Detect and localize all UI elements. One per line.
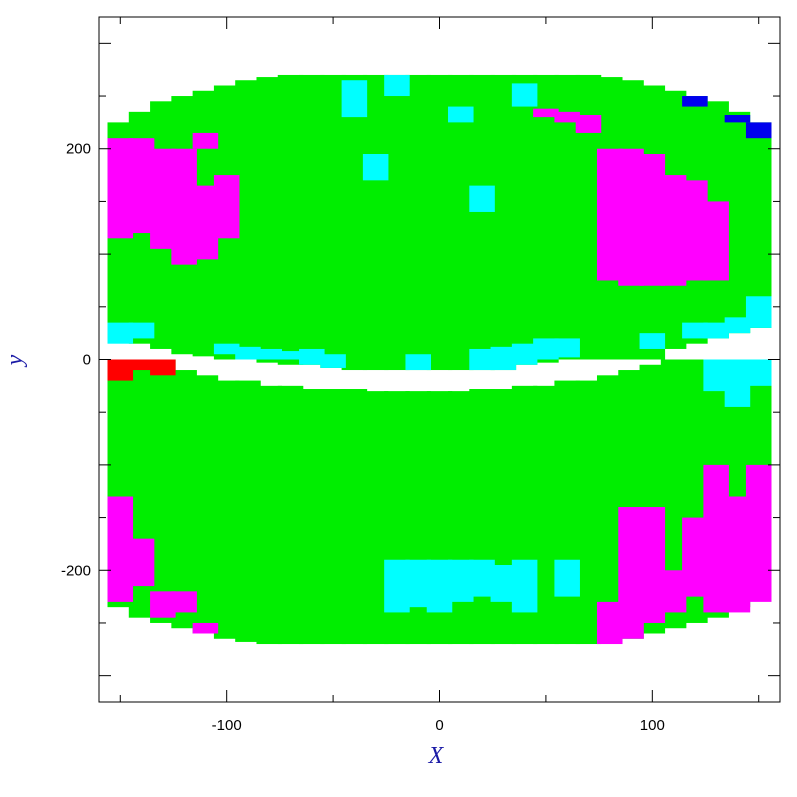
upper-column-bar bbox=[490, 74, 517, 371]
cyan-segment bbox=[745, 359, 772, 386]
cyan-segment bbox=[639, 333, 666, 349]
magenta-segment bbox=[575, 115, 602, 133]
blue-segment bbox=[745, 122, 772, 139]
cyan-segment bbox=[511, 83, 538, 107]
axis-ticks bbox=[99, 17, 780, 702]
cyan-segment bbox=[469, 185, 495, 212]
cyan-segment bbox=[107, 322, 134, 344]
cyan-segment bbox=[299, 348, 325, 365]
blue-segment bbox=[724, 115, 751, 123]
magenta-segment bbox=[554, 111, 580, 123]
cyan-segment bbox=[490, 346, 517, 371]
cyan-segment bbox=[745, 296, 772, 328]
upper-column-bar bbox=[745, 122, 772, 328]
x-tick-label: 0 bbox=[435, 717, 443, 734]
x-tick-label: 100 bbox=[640, 717, 665, 734]
cyan-segment bbox=[362, 154, 389, 181]
y-tick-label: 0 bbox=[83, 352, 91, 369]
cyan-segment bbox=[511, 343, 538, 365]
magenta-segment bbox=[128, 538, 155, 587]
cyan-segment bbox=[724, 317, 751, 334]
cyan-segment bbox=[128, 322, 155, 339]
blue-segment bbox=[682, 96, 708, 107]
cyan-segment bbox=[235, 346, 261, 360]
cyan-segment bbox=[341, 80, 368, 118]
magenta-segment bbox=[703, 201, 729, 281]
cyan-segment bbox=[213, 343, 240, 355]
cyan-segment bbox=[448, 106, 474, 123]
cyan-segment bbox=[405, 354, 431, 371]
magenta-segment bbox=[745, 464, 772, 602]
magenta-segment bbox=[213, 175, 240, 239]
y-tick-label: 200 bbox=[66, 141, 91, 158]
magenta-segment bbox=[171, 591, 197, 613]
red-segment bbox=[107, 359, 134, 381]
cyan-segment bbox=[682, 322, 708, 339]
cyan-segment bbox=[533, 338, 559, 360]
magenta-segment bbox=[192, 622, 219, 634]
column-bars bbox=[107, 74, 772, 645]
cyan-segment bbox=[384, 74, 410, 97]
y-tick-label: -200 bbox=[61, 562, 91, 579]
cyan-segment bbox=[490, 565, 517, 602]
cyan-segment bbox=[320, 354, 346, 368]
red-segment bbox=[128, 359, 155, 371]
cyan-segment bbox=[277, 351, 304, 360]
lower-column-bar bbox=[235, 380, 261, 642]
cyan-segment bbox=[703, 322, 729, 339]
magenta-segment bbox=[533, 108, 559, 118]
cyan-segment bbox=[554, 338, 580, 358]
red-segment bbox=[150, 359, 176, 376]
x-tick-label: -100 bbox=[212, 717, 242, 734]
cyan-segment bbox=[469, 348, 495, 371]
x-axis-title: X bbox=[428, 743, 445, 769]
cyan-segment bbox=[256, 348, 283, 360]
cyan-segment bbox=[511, 559, 538, 613]
color-segments bbox=[107, 74, 772, 645]
magenta-segment bbox=[192, 132, 219, 149]
tick-labels: -100 0 100 -200 0 200 bbox=[61, 141, 665, 734]
cyan-segment bbox=[554, 559, 580, 597]
y-axis-title: y bbox=[2, 354, 28, 367]
